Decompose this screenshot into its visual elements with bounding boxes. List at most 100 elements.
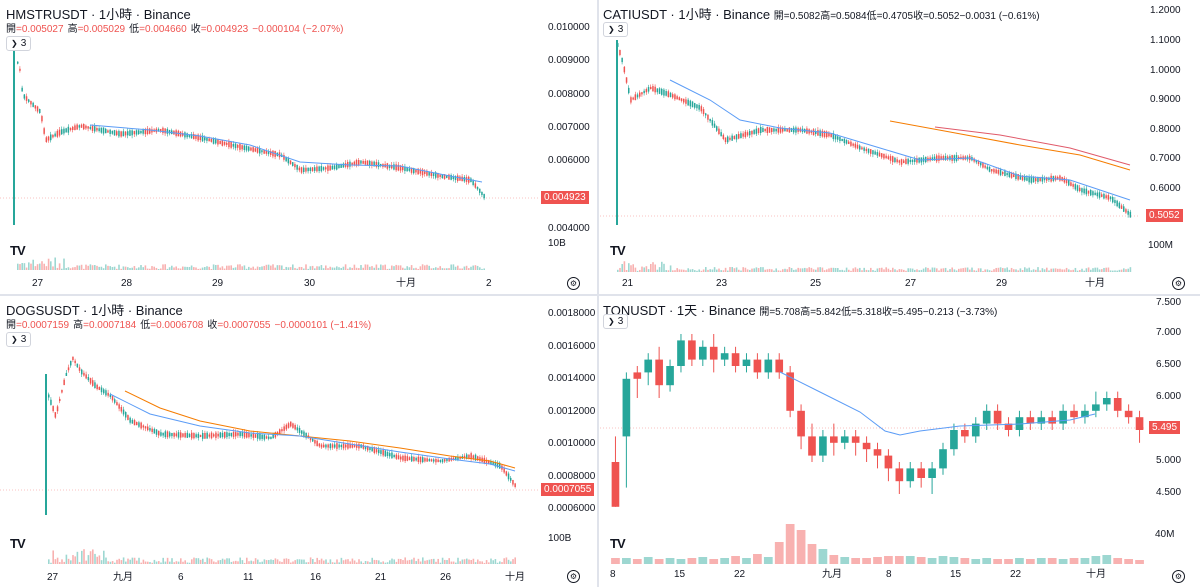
candle-body — [698, 346, 707, 360]
symbol-title[interactable]: HMSTRUSDT · 1小時 · Binance — [6, 7, 191, 22]
volume-bar — [916, 269, 918, 272]
volume-bar — [472, 558, 475, 564]
volume-bar — [771, 269, 773, 272]
volume-bar — [774, 542, 784, 564]
candle-body — [52, 134, 54, 138]
candle-body — [56, 130, 59, 137]
candle-body — [1072, 184, 1074, 187]
moving-average-line — [109, 393, 516, 472]
volume-bar — [430, 559, 433, 564]
tradingview-logo-icon[interactable]: TV — [610, 536, 626, 551]
candle-body — [340, 163, 342, 168]
volume-bar — [285, 558, 288, 564]
chart-panel-ton[interactable]: 7.500 7.000 6.500 6.000 5.000 4.500 8 15 22 九月 8 15… — [600, 296, 1200, 587]
symbol-title[interactable]: TONUSDT · 1天 · Binance 開=5.708高=5.842低=5… — [603, 300, 997, 319]
chart-panel-cati[interactable]: 1.2000 1.1000 1.0000 0.9000 0.8000 0.7000 0.60… — [600, 0, 1200, 293]
volume-bar — [94, 553, 96, 564]
volume-bar — [797, 267, 799, 272]
candle-body — [395, 164, 397, 171]
volume-bar — [929, 269, 931, 272]
candle-body — [272, 434, 274, 439]
volume-bar — [815, 269, 817, 272]
candle-body — [331, 165, 334, 170]
candle-body — [325, 444, 327, 448]
candle-body — [300, 167, 303, 173]
volume-bar — [837, 268, 839, 272]
candle-body — [202, 432, 204, 439]
volume-bar — [404, 268, 406, 270]
candle-body — [254, 434, 257, 438]
volume-bar — [958, 268, 960, 272]
gear-icon[interactable]: ⚙ — [1172, 570, 1185, 583]
volume-bar — [848, 269, 850, 272]
candle-body — [439, 174, 441, 177]
volume-bar — [160, 562, 162, 564]
symbol-title[interactable]: CATIUSDT · 1小時 · Binance 開=0.5082高=0.508… — [603, 4, 1040, 23]
candle-body — [439, 459, 442, 462]
indicators-toggle[interactable]: ❯ 3 — [6, 36, 32, 51]
volume-bar — [87, 555, 90, 564]
volume-bar — [312, 559, 314, 564]
cati-candlestick-chart[interactable]: 1.20001.10001.00000.90000.80000.70000.60… — [600, 0, 1200, 293]
ohlc-label: 開 — [6, 320, 16, 331]
tradingview-logo-icon[interactable]: TV — [10, 243, 26, 258]
candle-body — [928, 468, 936, 478]
candle-body — [488, 460, 490, 464]
tradingview-logo-icon[interactable]: TV — [10, 536, 26, 551]
volume-bar — [74, 556, 76, 564]
candle-body — [228, 433, 230, 437]
candle-body — [345, 444, 347, 448]
volume-bar — [510, 561, 512, 564]
indicators-toggle[interactable]: ❯ 3 — [603, 314, 629, 329]
candle-body — [856, 144, 859, 149]
candle-body — [17, 61, 19, 64]
hmstr-candlestick-chart[interactable]: 0.0100000.0090000.0080000.0070000.006000… — [0, 0, 596, 293]
candle-body — [391, 452, 393, 459]
volume-bar — [118, 264, 120, 270]
time-axis-tick: 25 — [810, 278, 822, 289]
candle-body — [669, 92, 672, 98]
candle-body — [885, 155, 887, 159]
candle-body — [182, 433, 184, 437]
volume-bar — [437, 558, 439, 564]
candle-body — [215, 139, 217, 144]
volume-bar — [102, 268, 105, 270]
volume-bar — [61, 559, 63, 564]
volume-bar — [327, 562, 329, 564]
candle-body — [1024, 176, 1026, 181]
gear-icon[interactable]: ⚙ — [567, 570, 580, 583]
volume-bar — [426, 560, 428, 564]
volume-bar — [1024, 267, 1026, 272]
volume-bar — [1079, 270, 1081, 272]
panel-divider-horizontal[interactable] — [0, 294, 1200, 296]
candle-body — [997, 170, 1000, 174]
candle-body — [122, 131, 125, 137]
volume-bar — [1032, 269, 1035, 272]
symbol-title[interactable]: DOGSUSDT · 1小時 · Binance — [6, 303, 183, 318]
candle-body — [72, 126, 74, 130]
candle-body — [1008, 172, 1011, 178]
indicators-toggle[interactable]: ❯ 3 — [6, 332, 32, 347]
indicators-toggle[interactable]: ❯ 3 — [603, 22, 629, 37]
candle-body — [402, 455, 404, 461]
candle-body — [281, 429, 283, 432]
price-axis-tick: 7.500 — [1156, 297, 1181, 308]
volume-bar — [753, 554, 762, 564]
tradingview-logo-icon[interactable]: TV — [610, 243, 626, 258]
chart-panel-dogs[interactable]: 0.0018000 0.0016000 0.0014000 0.0012000 0.00… — [0, 296, 596, 587]
chart-panel-hmstr[interactable]: 0.010000 0.009000 0.008000 0.007000 0.006000… — [0, 0, 596, 293]
candle-body — [162, 432, 164, 436]
dogs-candlestick-chart[interactable]: 0.00180000.00160000.00140000.00120000.00… — [0, 296, 596, 587]
candle-body — [647, 87, 650, 92]
candle-body — [397, 164, 400, 171]
candle-body — [397, 455, 400, 460]
gear-icon[interactable]: ⚙ — [1172, 277, 1185, 290]
gear-icon[interactable]: ⚙ — [567, 277, 580, 290]
price-axis-tick: 1.0000 — [1150, 65, 1181, 76]
panel-divider-vertical[interactable] — [597, 0, 599, 587]
volume-bar — [265, 264, 268, 270]
volume-bar — [122, 266, 125, 270]
volume-bar — [1109, 270, 1112, 272]
candle-body — [1094, 192, 1096, 195]
